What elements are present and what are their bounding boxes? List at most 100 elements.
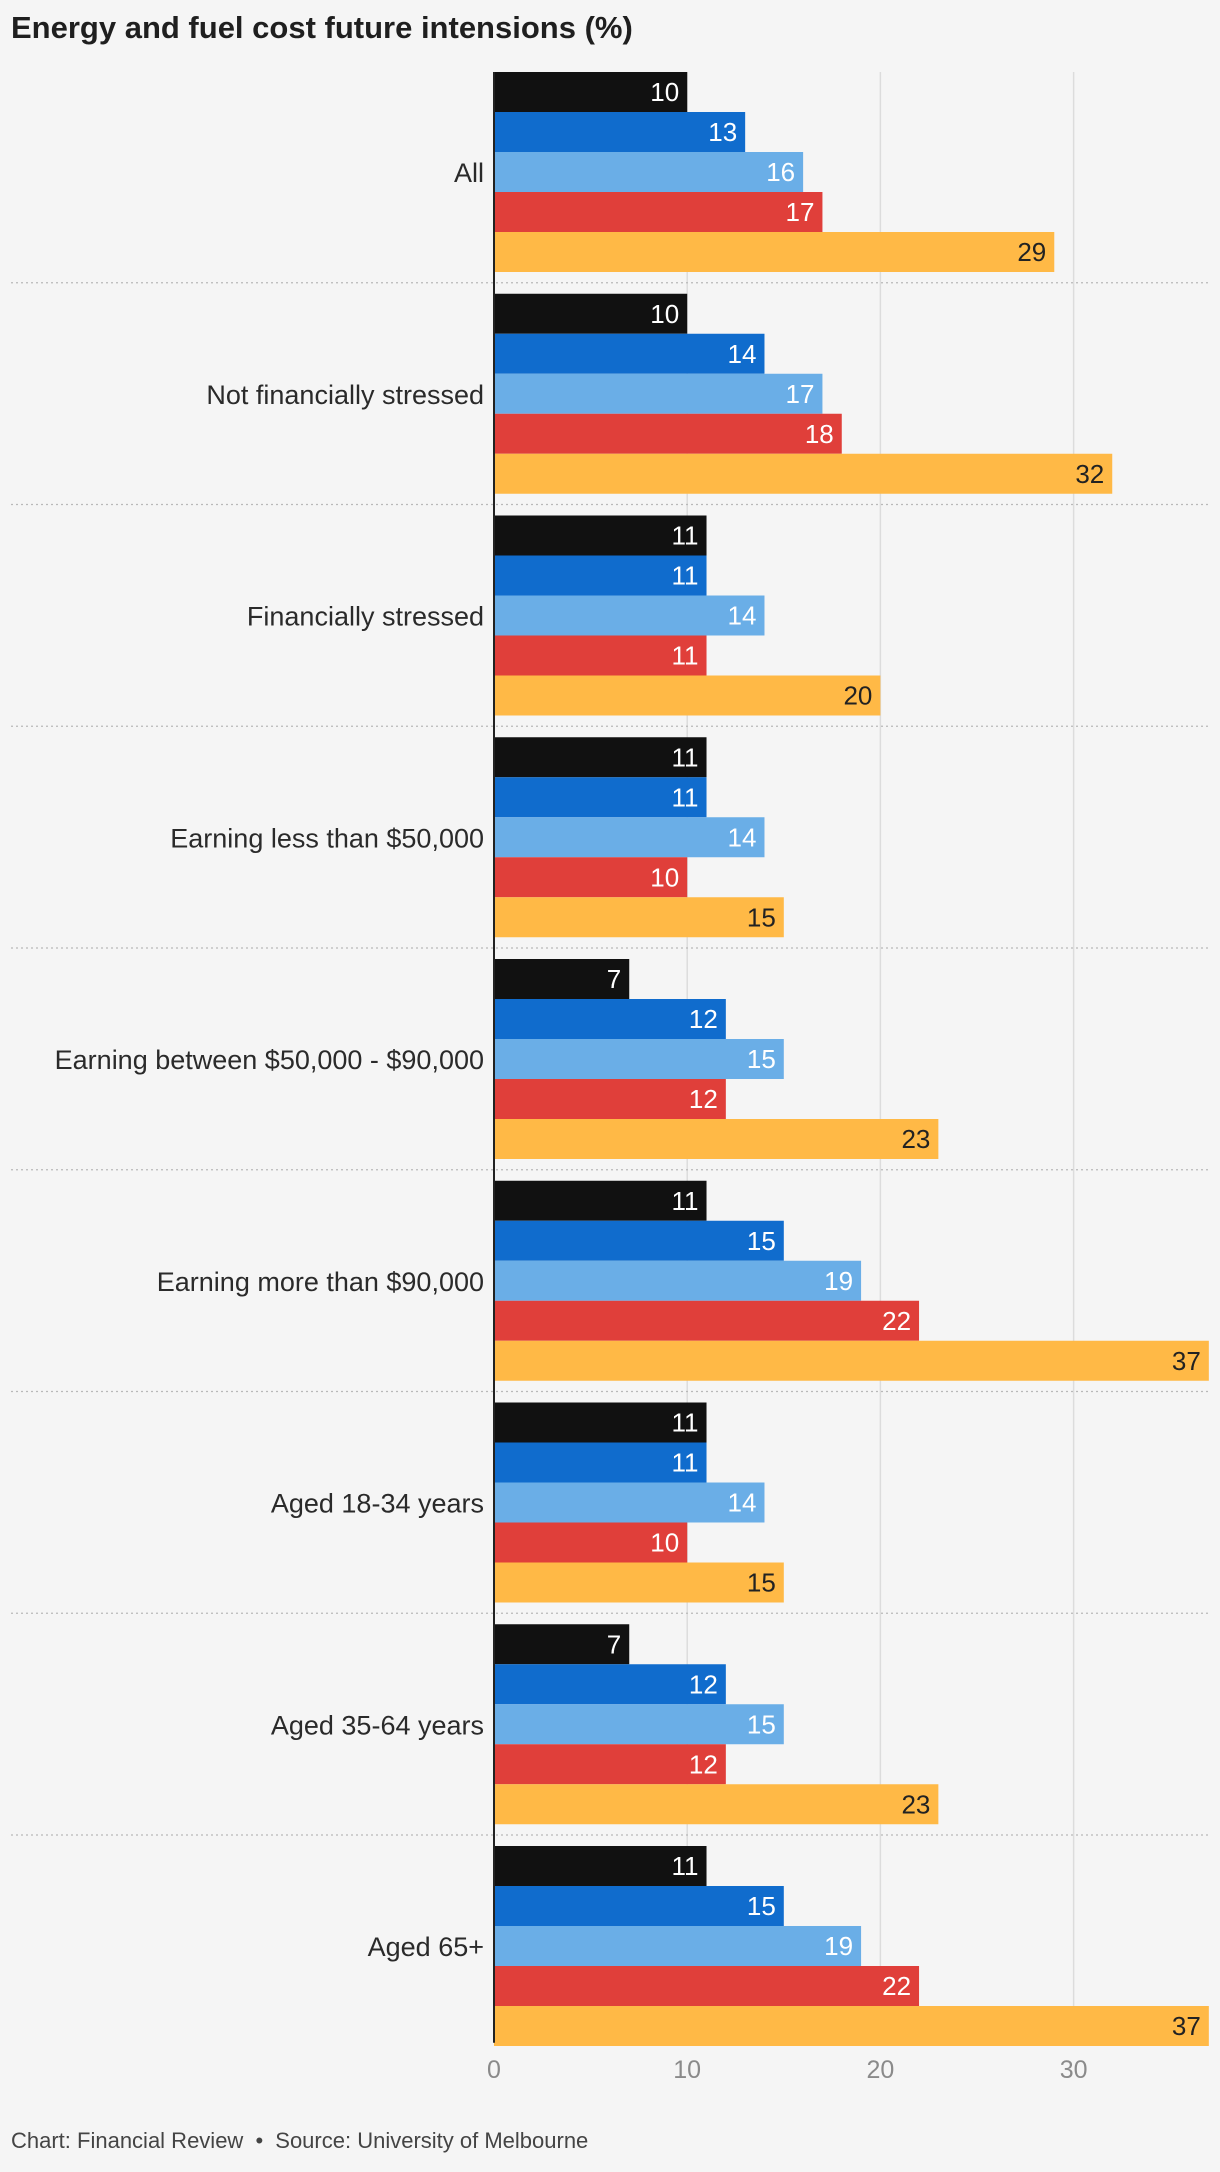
bar	[494, 293, 688, 334]
bar-value-label: 18	[805, 419, 834, 449]
bar	[494, 1562, 784, 1603]
bar	[494, 72, 688, 112]
bar-value-label: 12	[689, 1669, 718, 1699]
bar-value-label: 19	[824, 1266, 853, 1296]
bar-value-label: 14	[728, 339, 757, 369]
bar-value-label: 11	[672, 1448, 699, 1478]
bar	[494, 817, 765, 858]
category-label: Financially stressed	[247, 602, 484, 632]
bar-value-label: 10	[650, 1528, 679, 1558]
category-label: Earning more than $90,000	[157, 1267, 484, 1297]
bar	[494, 1846, 707, 1886]
bar-value-label: 22	[882, 1306, 911, 1336]
x-tick-label: 10	[673, 2056, 701, 2084]
bar-value-label: 17	[786, 197, 815, 227]
bar-value-label: 29	[1017, 237, 1046, 267]
bar	[494, 515, 707, 556]
category-label: Earning less than $50,000	[170, 823, 484, 853]
bar	[494, 635, 707, 676]
bar	[494, 1926, 862, 1966]
bar-value-label: 11	[672, 641, 699, 671]
chart-footer: Chart: Financial Review • Source: Univer…	[11, 2128, 588, 2154]
bar-value-label: 32	[1075, 459, 1104, 489]
bar-value-label: 14	[728, 1488, 757, 1518]
bar-value-label: 20	[843, 681, 872, 711]
bar-value-label: 10	[650, 862, 679, 892]
bar	[494, 1522, 688, 1563]
bar-value-label: 37	[1172, 2011, 1201, 2041]
chart-title: Energy and fuel cost future intensions (…	[11, 10, 633, 45]
bar-value-label: 16	[766, 157, 795, 187]
bar	[494, 2006, 1209, 2046]
bar	[494, 897, 784, 938]
bar	[494, 152, 804, 192]
bar-value-label: 7	[607, 1629, 621, 1659]
bar	[494, 1300, 920, 1341]
bar-value-label: 13	[708, 117, 737, 147]
bar	[494, 675, 881, 716]
bar-value-label: 10	[650, 299, 679, 329]
bar-value-label: 12	[689, 1004, 718, 1034]
bar	[494, 413, 842, 454]
bar-value-label: 15	[747, 1044, 776, 1074]
chart-source: Source: University of Melbourne	[275, 2128, 589, 2153]
x-tick-label: 30	[1060, 2056, 1088, 2084]
bar	[494, 1784, 939, 1825]
bar	[494, 1260, 862, 1301]
bar	[494, 1664, 726, 1705]
x-tick-label: 20	[866, 2056, 894, 2084]
bar-value-label: 11	[672, 1186, 699, 1216]
bar-value-label: 22	[882, 1971, 911, 2001]
bar-value-label: 7	[607, 964, 621, 994]
bar-value-label: 15	[747, 1891, 776, 1921]
bar-value-label: 11	[672, 1851, 699, 1881]
bar	[494, 555, 707, 596]
x-axis-ticks: 0 10 20 30	[487, 2056, 1087, 2084]
x-tick-label: 0	[487, 2056, 501, 2084]
bar-value-label: 11	[672, 742, 699, 772]
bar-value-label: 37	[1172, 1346, 1201, 1376]
bar	[494, 1220, 784, 1261]
bar-value-label: 23	[901, 1789, 930, 1819]
footer-separator: •	[255, 2128, 264, 2153]
bar	[494, 999, 726, 1039]
bar-value-label: 15	[747, 902, 776, 932]
bar	[494, 857, 688, 898]
bar-value-label: 14	[728, 822, 757, 852]
bar	[494, 232, 1055, 272]
bars: 10 13 16 17 29 10 14 17 18 32 11 11 14 11 20 11 11 14 10 15…	[494, 72, 1209, 2046]
bar-value-label: 15	[747, 1568, 776, 1598]
bar	[494, 1180, 707, 1221]
bar-value-label: 12	[689, 1084, 718, 1114]
bar-value-label: 17	[786, 379, 815, 409]
category-label: Aged 18-34 years	[271, 1489, 484, 1519]
bar-value-label: 19	[824, 1931, 853, 1961]
bar	[494, 1340, 1209, 1381]
bar-value-label: 11	[672, 782, 699, 812]
category-label: Not financially stressed	[206, 380, 484, 410]
bar-value-label: 15	[747, 1226, 776, 1256]
bar	[494, 959, 630, 999]
bar-value-label: 11	[672, 561, 699, 591]
bar	[494, 453, 1113, 494]
bar	[494, 1079, 726, 1119]
category-label: Aged 65+	[368, 1932, 484, 1962]
category-label: Earning between $50,000 - $90,000	[55, 1045, 484, 1075]
bar-value-label: 23	[901, 1124, 930, 1154]
bar	[494, 1744, 726, 1785]
bar	[494, 192, 823, 232]
bar	[494, 777, 707, 818]
bar-value-label: 14	[728, 601, 757, 631]
bar	[494, 1624, 630, 1665]
bar	[494, 1886, 784, 1926]
bar-value-label: 10	[650, 77, 679, 107]
category-label: Aged 35-64 years	[271, 1710, 484, 1740]
bar	[494, 112, 746, 152]
category-labels: All Not financially stressed Financially s…	[55, 158, 484, 1962]
category-label: All	[454, 158, 484, 188]
bar	[494, 333, 765, 374]
bar	[494, 1966, 920, 2006]
bar	[494, 1119, 939, 1159]
bar	[494, 1442, 707, 1483]
